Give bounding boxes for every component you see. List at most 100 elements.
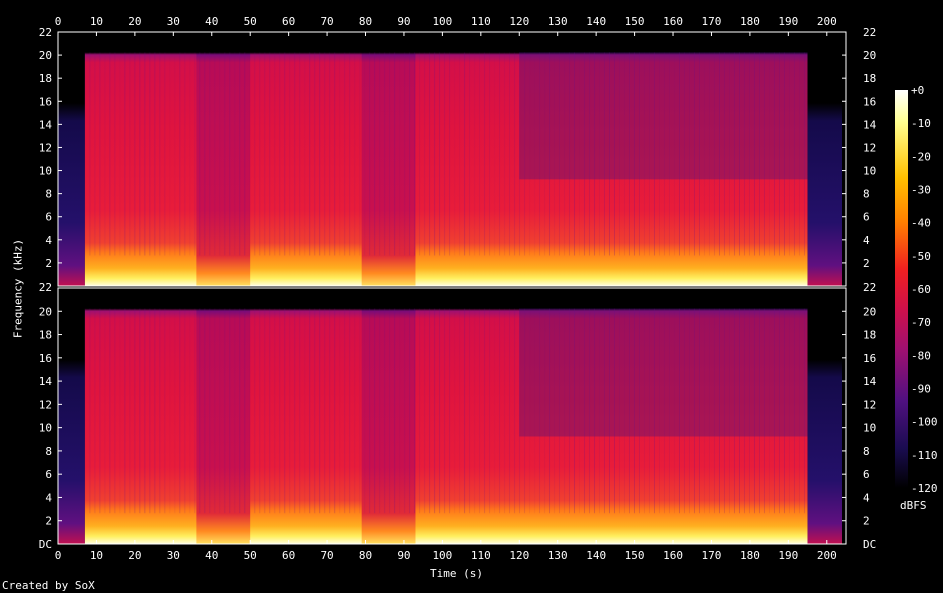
y-tick-label-left: 18 — [39, 329, 52, 342]
y-tick-label-right: 14 — [863, 118, 877, 131]
y-tick-label-right: 22 — [863, 281, 876, 294]
x-tick-label-top: 20 — [128, 15, 141, 28]
y-tick-label-left: 16 — [39, 95, 52, 108]
x-tick-label-bottom: 190 — [778, 549, 798, 562]
y-tick-label-right: 16 — [863, 352, 876, 365]
y-tick-label-left: 2 — [45, 257, 52, 270]
x-tick-label-top: 10 — [90, 15, 103, 28]
colorbar-tick-label: +0 — [911, 84, 924, 97]
x-tick-label-top: 100 — [432, 15, 452, 28]
y-tick-label-right: 20 — [863, 305, 876, 318]
x-tick-label-top: 140 — [586, 15, 606, 28]
colorbar-tick-label: -110 — [911, 449, 938, 462]
lead-in-region — [58, 288, 85, 544]
y-tick-label-left: 6 — [45, 211, 52, 224]
colorbar-tick-label: -50 — [911, 250, 931, 263]
y-tick-label-left: 20 — [39, 49, 52, 62]
x-tick-label-top: 130 — [548, 15, 568, 28]
colorbar-tick-label: -40 — [911, 217, 931, 230]
quiet-section-1 — [196, 288, 251, 544]
y-tick-label-right: 18 — [863, 72, 876, 85]
quiet-section-2 — [361, 288, 416, 544]
x-tick-label-bottom: 140 — [586, 549, 606, 562]
x-tick-label-top: 150 — [625, 15, 645, 28]
x-tick-label-top: 170 — [702, 15, 722, 28]
y-tick-label-left: 10 — [39, 422, 52, 435]
y-tick-label-right: 16 — [863, 95, 876, 108]
x-tick-label-bottom: 120 — [509, 549, 529, 562]
y-tick-label-left: 22 — [39, 26, 52, 39]
y-tick-label-right: 2 — [863, 257, 870, 270]
y-tick-label-right: 4 — [863, 491, 870, 504]
y-axis-label: Frequency (kHz) — [11, 238, 25, 339]
panel-frame — [57, 287, 847, 545]
x-tick-label-bottom: 20 — [128, 549, 141, 562]
x-tick-label-bottom: 170 — [702, 549, 722, 562]
time-axis-top: 0 10 20 30 40 50 60 70 80 90 100 110 120 130 140 150 160… — [55, 15, 837, 36]
y-tick-label-right: 12 — [863, 141, 876, 154]
lead-in-region — [58, 32, 85, 286]
x-tick-label-bottom: 160 — [663, 549, 683, 562]
x-tick-label-bottom: 0 — [55, 549, 62, 562]
x-tick-label-bottom: 110 — [471, 549, 491, 562]
y-tick-label-right: 22 — [863, 26, 876, 39]
channel-2-spectrogram — [57, 287, 847, 545]
y-tick-label-left: 4 — [45, 234, 52, 247]
y-tick-label-left: 4 — [45, 491, 52, 504]
x-tick-label-top: 40 — [205, 15, 218, 28]
y-tick-label-right: 10 — [863, 422, 876, 435]
y-tick-label-left: 6 — [45, 468, 52, 481]
quiet-section-1 — [196, 32, 251, 286]
y-tick-label-right: 8 — [863, 188, 870, 201]
x-tick-label-top: 70 — [320, 15, 333, 28]
x-tick-label-bottom: 150 — [625, 549, 645, 562]
colorbar-tick-label: -80 — [911, 349, 931, 362]
upper-band-fade — [519, 52, 808, 180]
y-tick-label-left: 14 — [39, 375, 53, 388]
colorbar-tick-label: -30 — [911, 184, 931, 197]
x-tick-label-bottom: 30 — [167, 549, 180, 562]
y-tick-label-left: 20 — [39, 305, 52, 318]
x-tick-label-top: 80 — [359, 15, 372, 28]
colorbar-tick-label: -20 — [911, 150, 931, 163]
y-tick-label-right: 14 — [863, 375, 877, 388]
x-tick-label-top: 60 — [282, 15, 295, 28]
y-tick-label-left: 8 — [45, 188, 52, 201]
x-tick-label-top: 90 — [397, 15, 410, 28]
y-tick-label-left: 8 — [45, 445, 52, 458]
x-tick-label-bottom: 90 — [397, 549, 410, 562]
x-tick-label-top: 30 — [167, 15, 180, 28]
y-tick-label-right: 10 — [863, 165, 876, 178]
colorbar-label: dBFS — [900, 499, 927, 512]
x-tick-label-top: 190 — [778, 15, 798, 28]
spectrogram-panels — [57, 31, 847, 545]
colorbar — [895, 90, 908, 488]
y-tick-label-right: 12 — [863, 398, 876, 411]
y-tick-label-left: 14 — [39, 118, 53, 131]
y-tick-label-left: DC — [39, 538, 52, 551]
x-tick-label-top: 160 — [663, 15, 683, 28]
quiet-section-2 — [361, 32, 416, 286]
x-tick-label-bottom: 80 — [359, 549, 372, 562]
x-tick-label-bottom: 10 — [90, 549, 103, 562]
panel-frame — [57, 31, 847, 287]
x-tick-label-bottom: 60 — [282, 549, 295, 562]
y-tick-label-right: 6 — [863, 468, 870, 481]
y-tick-label-right: 4 — [863, 234, 870, 247]
colorbar-tick-label: -70 — [911, 316, 931, 329]
y-tick-label-left: 18 — [39, 72, 52, 85]
x-tick-label-top: 110 — [471, 15, 491, 28]
y-tick-label-right: 18 — [863, 329, 876, 342]
time-axis-bottom: 0 10 20 30 40 50 60 70 80 90 100 110 120 130 140 150 160… — [55, 540, 837, 562]
y-tick-label-right: 2 — [863, 515, 870, 528]
x-tick-label-bottom: 130 — [548, 549, 568, 562]
y-tick-label-left: 12 — [39, 141, 52, 154]
colorbar-tick-label: -100 — [911, 416, 938, 429]
channel-1-spectrogram — [57, 31, 847, 287]
colorbar-ticks: +0 -10 -20 -30 -40 -50 -60 -70 -80 -90 -100 -110 -12… — [911, 84, 938, 495]
y-tick-label-right: 20 — [863, 49, 876, 62]
colorbar-tick-label: -60 — [911, 283, 931, 296]
credit-text: Created by SoX — [2, 579, 95, 592]
colorbar-tick-label: -120 — [911, 482, 938, 495]
